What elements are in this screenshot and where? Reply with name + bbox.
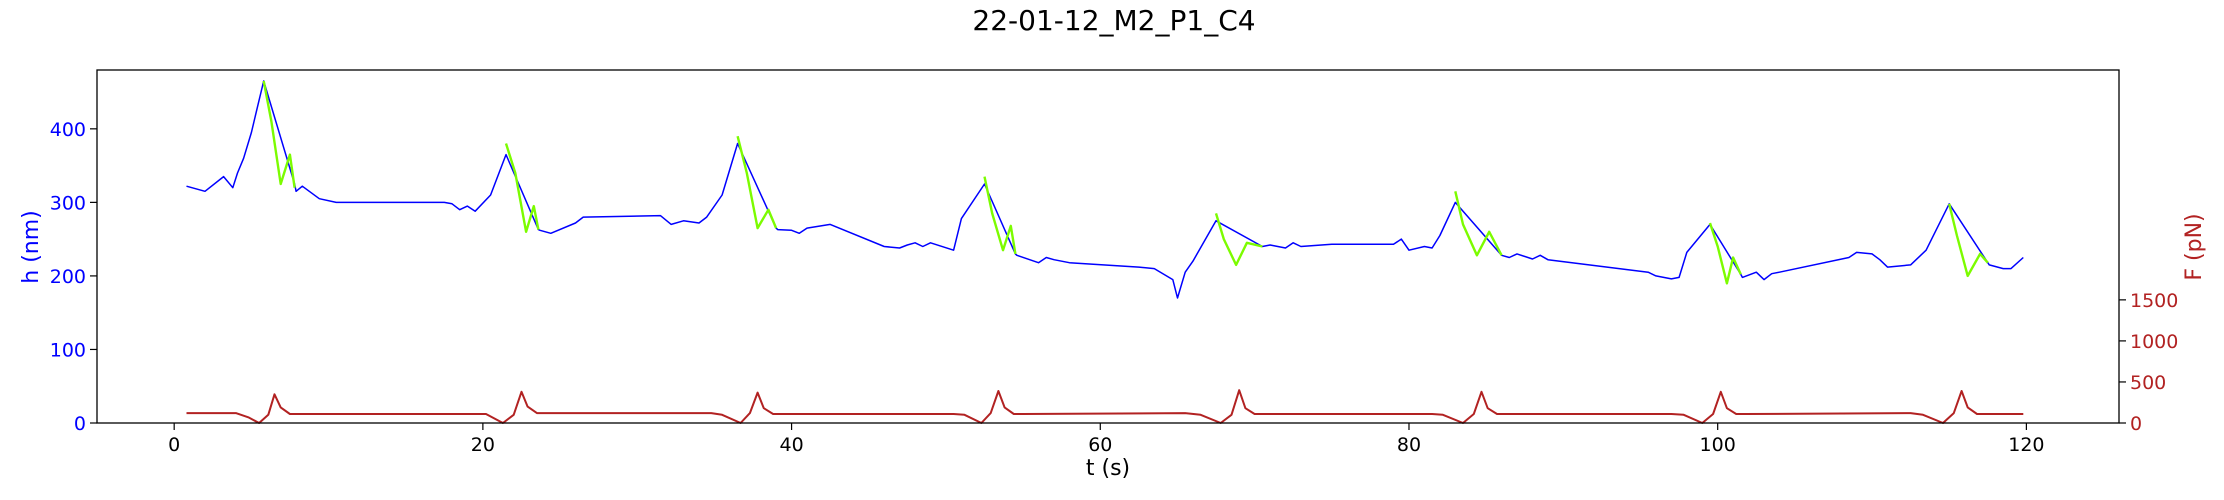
y-left-tick-label: 400 <box>50 119 86 141</box>
y-right-tick-label: 1500 <box>2130 290 2178 312</box>
y-left-tick-label: 200 <box>50 266 86 288</box>
x-tick-label: 60 <box>1088 434 1112 456</box>
y-axis-right: 0 500 1000 1500 <box>2119 290 2178 435</box>
height-trace-force-phase <box>983 176 1017 255</box>
y-left-tick-label: 0 <box>74 413 86 435</box>
y-axis-left: 0 100 200 300 400 <box>50 119 97 435</box>
y-left-axis-label: h (nm) <box>19 210 44 283</box>
y-right-tick-label: 0 <box>2130 413 2142 435</box>
height-trace-force-phase <box>1214 213 1263 267</box>
height-trace-force-phase <box>736 135 778 230</box>
chart-title: 22-01-12_M2_P1_C4 <box>972 4 1255 37</box>
height-trace-baseline <box>186 80 2024 299</box>
height-trace-force-phase <box>1948 203 1989 278</box>
x-axis: 0 20 40 60 80 100 120 <box>168 423 2045 456</box>
y-left-tick-label: 300 <box>50 192 86 214</box>
y-right-axis-label: F (pN) <box>2182 213 2207 280</box>
height-trace-force-phase <box>262 80 296 188</box>
y-right-tick-label: 1000 <box>2130 331 2178 353</box>
force-trace <box>186 389 2024 424</box>
plot-frame <box>96 69 2120 424</box>
plot-lines <box>186 80 2024 424</box>
x-tick-label: 20 <box>471 434 495 456</box>
height-trace-force-phase <box>1454 191 1503 257</box>
y-left-tick-label: 100 <box>50 339 86 361</box>
x-tick-label: 40 <box>779 434 803 456</box>
x-tick-label: 80 <box>1397 434 1421 456</box>
x-tick-label: 0 <box>168 434 180 456</box>
height-trace-force-phase <box>504 143 540 234</box>
y-right-tick-label: 500 <box>2130 372 2166 394</box>
height-trace-force-phase <box>1708 222 1742 285</box>
x-tick-label: 100 <box>1700 434 1736 456</box>
x-tick-label: 120 <box>2008 434 2044 456</box>
x-axis-label: t (s) <box>1086 456 1130 481</box>
